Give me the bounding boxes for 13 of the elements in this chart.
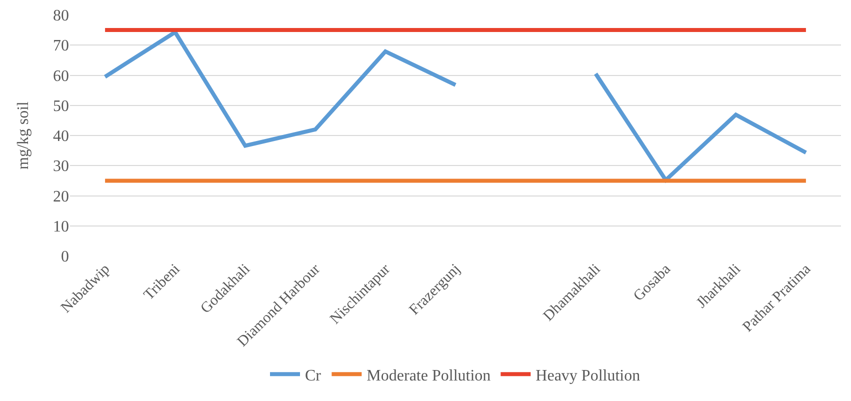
y-tick-label: 20 — [53, 188, 69, 206]
y-tick-label: 80 — [53, 8, 69, 25]
y-tick-label: 10 — [53, 218, 69, 236]
y-tick-label: 60 — [53, 68, 69, 85]
y-tick-label: 0 — [61, 248, 69, 266]
y-tick-label: 40 — [53, 128, 69, 146]
legend-label: Heavy Pollution — [536, 367, 640, 384]
y-tick-label: 70 — [53, 38, 69, 55]
y-tick-label: 50 — [53, 98, 69, 115]
y-axis-title: mg/kg soil — [15, 100, 32, 170]
y-tick-label: 30 — [53, 158, 69, 176]
legend-label: Cr — [305, 367, 322, 384]
legend-label: Moderate Pollution — [366, 367, 491, 384]
